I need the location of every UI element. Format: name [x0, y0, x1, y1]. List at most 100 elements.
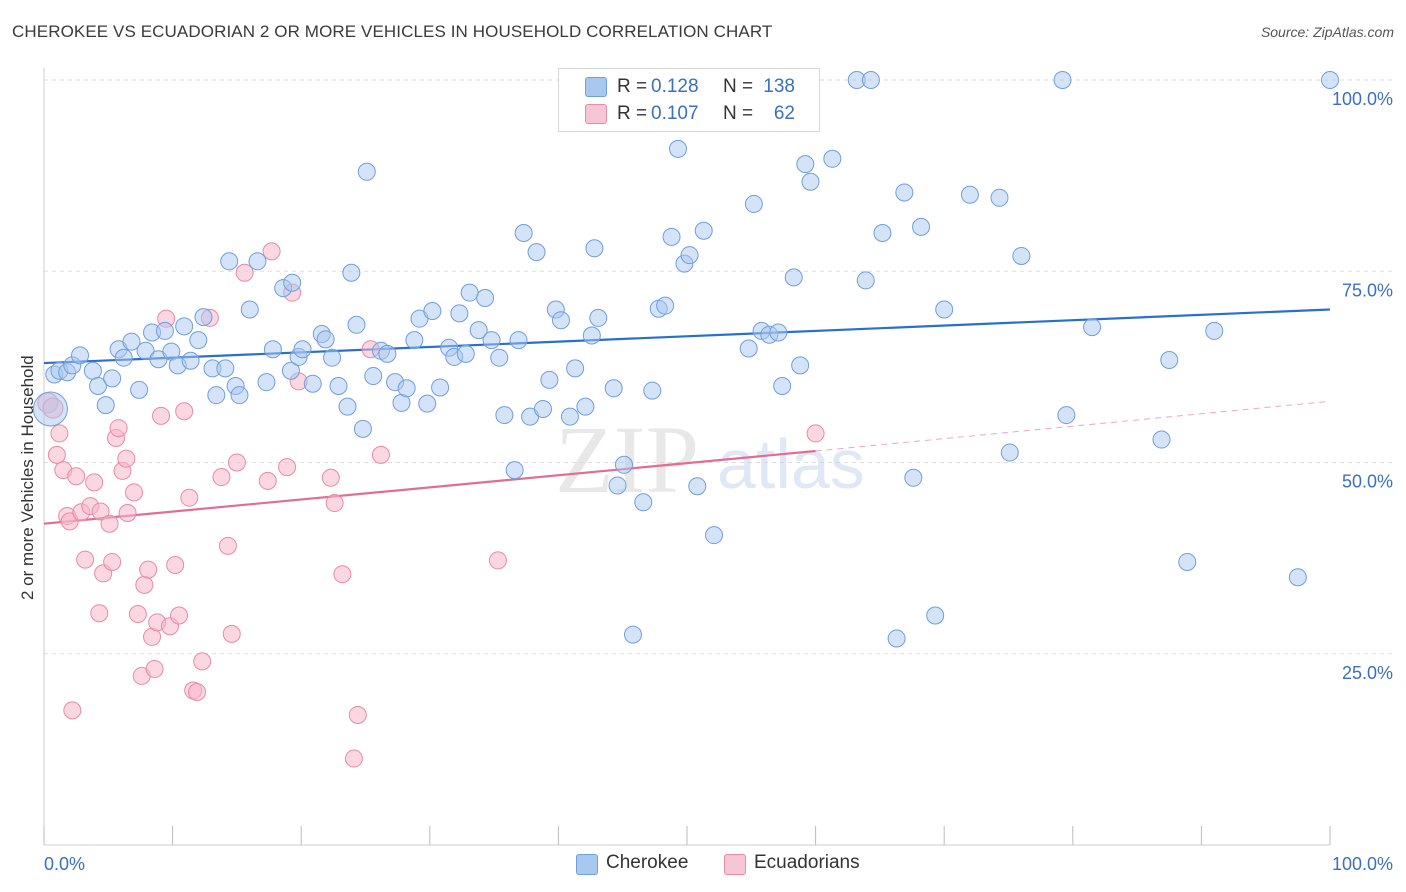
cherokee-point: [566, 359, 585, 378]
cherokee-point: [796, 155, 815, 174]
watermark: ZIP atlas: [555, 406, 865, 513]
cherokee-point: [194, 308, 213, 327]
cherokee-point: [773, 377, 792, 395]
ecuadorians-point: [135, 575, 154, 594]
ecuadorians-point: [170, 606, 189, 625]
legend-r-value: 0.128: [651, 76, 699, 97]
ecuadorians-point: [180, 488, 199, 507]
ecuadorians-point: [321, 468, 340, 487]
cherokee-point: [476, 289, 495, 308]
cherokee-point: [608, 476, 627, 495]
cherokee-point: [357, 162, 376, 181]
ecuadorians-point: [152, 406, 171, 425]
ecuadorians-point: [193, 652, 212, 671]
ecuadorians-point: [222, 624, 241, 643]
cherokee-point: [103, 369, 122, 388]
chart-title: CHEROKEE VS ECUADORIAN 2 OR MORE VEHICLE…: [12, 22, 773, 41]
x-tick-label: 0.0%: [44, 854, 85, 874]
ecuadorians-point: [325, 494, 344, 513]
cherokee-point: [1178, 552, 1197, 571]
cherokee-point: [89, 377, 108, 395]
cherokee-point: [904, 468, 923, 487]
cherokee-point: [589, 308, 608, 327]
cherokee-points: [32, 71, 1339, 648]
cherokee-point: [509, 331, 528, 350]
cherokee-point: [323, 348, 342, 367]
cherokee-point: [656, 296, 675, 315]
ecuadorians-point: [117, 449, 136, 468]
cherokee-point: [405, 331, 424, 350]
cherokee-point: [1152, 430, 1171, 449]
legend-row-ecuadorians: R = 0.107 N = 62: [559, 101, 819, 127]
cherokee-point: [643, 381, 662, 400]
ecuadorians-point: [139, 560, 158, 579]
watermark-atlas: atlas: [717, 425, 865, 503]
cherokee-point: [582, 326, 601, 345]
cherokee-point: [342, 263, 361, 282]
cherokee-point: [316, 330, 335, 349]
cherokee-point: [423, 302, 442, 321]
cherokee-point: [505, 461, 524, 480]
legend-cherokee-label: Cherokee: [606, 852, 689, 873]
ecuadorians-point: [488, 551, 507, 570]
ecuadorians-legend-swatch: [724, 854, 746, 875]
cherokee-point: [347, 315, 366, 334]
cherokee-point: [801, 172, 820, 191]
cherokee-point: [739, 339, 758, 358]
ecuadorians-point: [227, 453, 246, 472]
cherokee-point: [623, 625, 642, 644]
cherokee-point: [514, 224, 533, 242]
cherokee-point: [887, 629, 906, 648]
cherokee-point: [469, 321, 488, 340]
ecuadorians-point: [118, 503, 137, 522]
cherokee-point: [353, 419, 372, 438]
ecuadorians-point: [262, 242, 281, 261]
cherokee-point: [114, 348, 133, 367]
ecuadorians-point: [109, 419, 128, 438]
cherokee-point: [585, 239, 604, 258]
ecuadorians-point: [76, 550, 95, 569]
source-credit: Source: ZipAtlas.com: [1260, 24, 1394, 40]
cherokee-swatch: [585, 77, 607, 97]
cherokee-point: [456, 344, 475, 363]
ecuadorians-swatch: [585, 104, 607, 124]
cherokee-point: [873, 224, 892, 242]
ecuadorians-point: [47, 445, 66, 464]
ecuadorians-point: [125, 483, 144, 502]
tick-labels-layer: 25.0% 50.0% 75.0% 100.0% 0.0% 100.0%: [44, 89, 1393, 874]
cherokee-point: [175, 317, 194, 336]
cherokee-legend-swatch: [576, 854, 598, 875]
cherokee-point: [1160, 350, 1179, 369]
legend-n-value: 138: [763, 76, 795, 97]
ecuadorians-point: [188, 683, 207, 701]
cherokee-point: [122, 332, 141, 351]
cherokee-point: [220, 252, 239, 271]
cherokee-point: [1000, 443, 1019, 462]
cherokee-point: [533, 399, 552, 418]
cherokee-point: [418, 394, 437, 413]
ecuadorians-point: [806, 424, 825, 443]
ecuadorians-point: [166, 556, 185, 575]
correlation-legend: R = 0.128 N = 138 R = 0.107 N = 62: [558, 68, 820, 132]
y-tick-label: 50.0%: [1342, 472, 1393, 492]
cherokee-point: [130, 380, 149, 399]
ecuadorians-point: [91, 502, 110, 521]
ecuadorians-point: [175, 402, 194, 421]
cherokee-point: [1083, 318, 1102, 337]
cherokee-point: [378, 344, 397, 363]
cherokee-point: [540, 370, 559, 389]
cherokee-point: [189, 331, 208, 350]
legend-n-label: N =: [723, 103, 754, 124]
cherokee-point: [705, 526, 724, 545]
y-tick-label: 25.0%: [1342, 663, 1393, 683]
ecuadorians-point: [348, 705, 367, 724]
cherokee-point: [604, 379, 623, 398]
cherokee-point: [960, 185, 979, 204]
cherokee-point: [281, 361, 300, 380]
y-tick-label: 100.0%: [1332, 89, 1393, 109]
cherokee-point: [560, 407, 579, 426]
cherokee-point: [303, 374, 322, 393]
axes-layer: [43, 68, 1331, 846]
cherokee-point: [551, 311, 570, 330]
cherokee-point: [688, 477, 707, 496]
